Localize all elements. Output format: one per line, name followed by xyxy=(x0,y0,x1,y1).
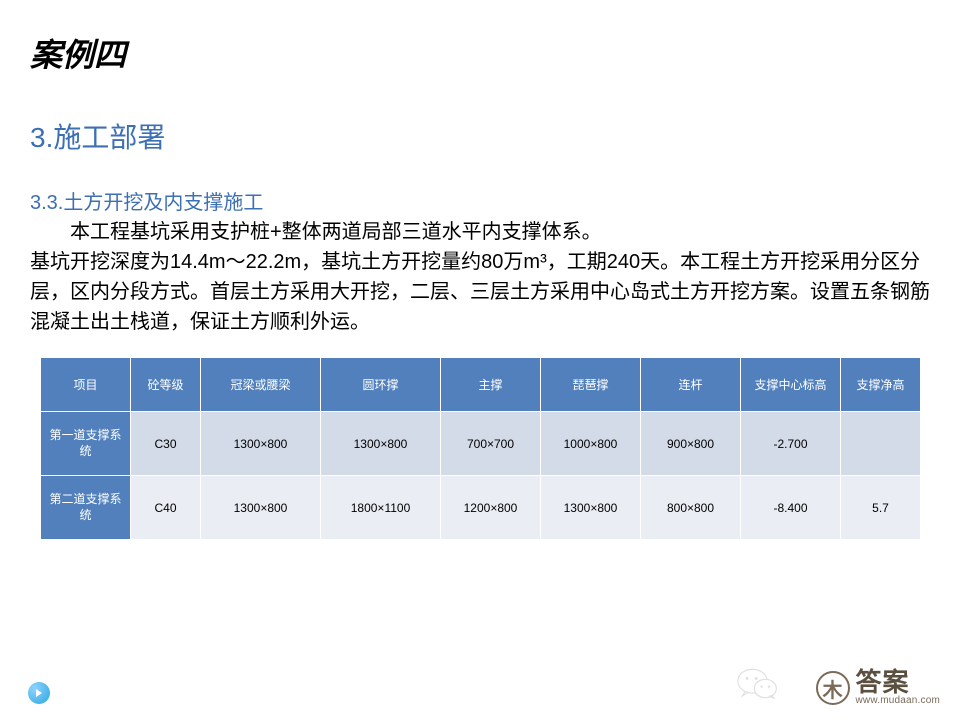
col-header: 圆环撑 xyxy=(321,358,441,412)
slide: 案例四 3.施工部署 3.3.土方开挖及内支撑施工 本工程基坑采用支护桩+整体两… xyxy=(0,0,960,720)
col-header: 砼等级 xyxy=(131,358,201,412)
col-header: 支撑净高 xyxy=(841,358,921,412)
cell: 1300×800 xyxy=(201,476,321,540)
para-rest: 基坑开挖深度为14.4m～22.2m，基坑土方开挖量约80万m³，工期240天。… xyxy=(30,251,930,333)
site-logo: 木 答案 www.mudaan.com xyxy=(816,670,941,706)
cell: C30 xyxy=(131,412,201,476)
col-header: 支撑中心标高 xyxy=(741,358,841,412)
section-title: 3.施工部署 xyxy=(30,116,930,156)
next-button[interactable] xyxy=(28,682,50,704)
case-title: 案例四 xyxy=(30,30,930,76)
cell: 5.7 xyxy=(841,476,921,540)
arrow-right-icon xyxy=(34,688,44,698)
col-header: 冠梁或腰梁 xyxy=(201,358,321,412)
cell: 900×800 xyxy=(641,412,741,476)
row-header: 第一道支撑系统 xyxy=(41,412,131,476)
cell: 1300×800 xyxy=(201,412,321,476)
cell: 1800×1100 xyxy=(321,476,441,540)
col-header: 连杆 xyxy=(641,358,741,412)
logo-mark: 木 xyxy=(816,671,850,705)
col-header: 项目 xyxy=(41,358,131,412)
cell: 1300×800 xyxy=(321,412,441,476)
cell: C40 xyxy=(131,476,201,540)
logo-text-cn: 答案 xyxy=(856,670,941,696)
table: 项目 砼等级 冠梁或腰梁 圆环撑 主撑 琵琶撑 连杆 支撑中心标高 支撑净高 第… xyxy=(40,357,921,540)
logo-url: www.mudaan.com xyxy=(856,696,941,706)
support-system-table: 项目 砼等级 冠梁或腰梁 圆环撑 主撑 琵琶撑 连杆 支撑中心标高 支撑净高 第… xyxy=(30,357,930,540)
cell: -8.400 xyxy=(741,476,841,540)
cell: 1300×800 xyxy=(541,476,641,540)
table-header-row: 项目 砼等级 冠梁或腰梁 圆环撑 主撑 琵琶撑 连杆 支撑中心标高 支撑净高 xyxy=(41,358,921,412)
cell: 700×700 xyxy=(441,412,541,476)
cell: -2.700 xyxy=(741,412,841,476)
wechat-icon xyxy=(736,663,780,708)
para-line1: 本工程基坑采用支护桩+整体两道局部三道水平内支撑体系。 xyxy=(70,221,602,243)
row-header: 第二道支撑系统 xyxy=(41,476,131,540)
footer: 木 答案 www.mudaan.com xyxy=(0,662,960,708)
subsection-title: 3.3.土方开挖及内支撑施工 xyxy=(30,186,930,215)
body-paragraph: 本工程基坑采用支护桩+整体两道局部三道水平内支撑体系。 基坑开挖深度为14.4m… xyxy=(30,217,930,337)
table-row: 第一道支撑系统 C30 1300×800 1300×800 700×700 10… xyxy=(41,412,921,476)
col-header: 琵琶撑 xyxy=(541,358,641,412)
cell: 800×800 xyxy=(641,476,741,540)
cell: 1200×800 xyxy=(441,476,541,540)
table-row: 第二道支撑系统 C40 1300×800 1800×1100 1200×800 … xyxy=(41,476,921,540)
cell xyxy=(841,412,921,476)
col-header: 主撑 xyxy=(441,358,541,412)
cell: 1000×800 xyxy=(541,412,641,476)
